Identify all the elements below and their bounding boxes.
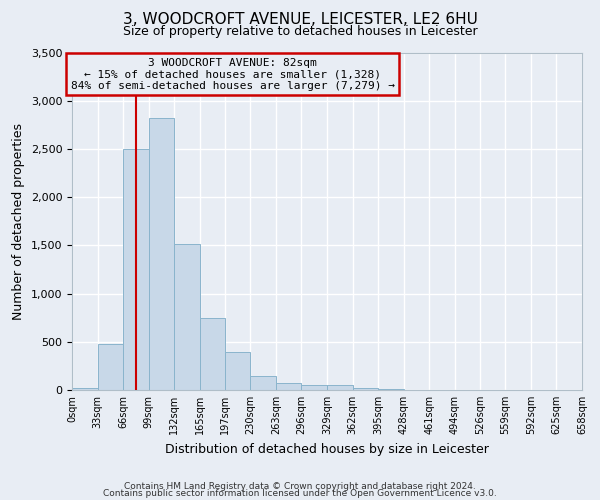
Text: Contains public sector information licensed under the Open Government Licence v3: Contains public sector information licen… [103,490,497,498]
Bar [301,384,327,390]
Bar [200,318,224,390]
Bar [98,344,123,390]
Y-axis label: Number of detached properties: Number of detached properties [12,122,25,320]
Bar [123,149,149,390]
Bar [276,383,301,390]
Bar [72,388,98,390]
Bar [378,389,404,390]
Bar [250,376,276,390]
Text: 3 WOODCROFT AVENUE: 82sqm
← 15% of detached houses are smaller (1,328)
84% of se: 3 WOODCROFT AVENUE: 82sqm ← 15% of detac… [71,58,395,91]
Bar [175,244,200,390]
Text: Contains HM Land Registry data © Crown copyright and database right 2024.: Contains HM Land Registry data © Crown c… [124,482,476,491]
Bar [224,352,250,390]
Text: 3, WOODCROFT AVENUE, LEICESTER, LE2 6HU: 3, WOODCROFT AVENUE, LEICESTER, LE2 6HU [122,12,478,28]
X-axis label: Distribution of detached houses by size in Leicester: Distribution of detached houses by size … [165,442,489,456]
Text: Size of property relative to detached houses in Leicester: Size of property relative to detached ho… [122,25,478,38]
Bar [149,118,175,390]
Bar [353,388,378,390]
Bar [327,385,353,390]
